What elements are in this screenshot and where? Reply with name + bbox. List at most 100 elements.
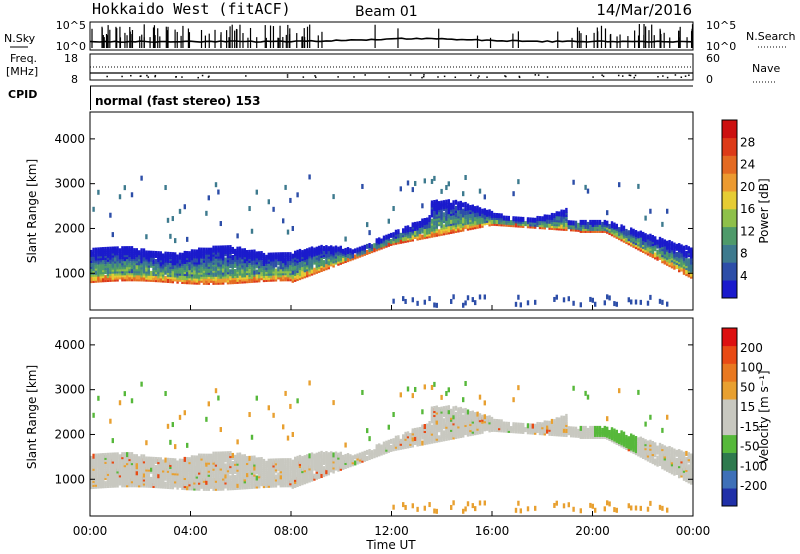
velocity-cell bbox=[171, 422, 174, 428]
power-cell bbox=[152, 250, 155, 256]
velocity-cell bbox=[615, 429, 618, 435]
power-colorbar-tick: 12 bbox=[740, 224, 755, 238]
power-cell bbox=[572, 220, 575, 226]
velocity-cell bbox=[483, 500, 486, 506]
power-cell bbox=[627, 230, 630, 236]
power-cell bbox=[433, 212, 436, 218]
power-cell bbox=[646, 300, 650, 306]
velocity-cell bbox=[399, 392, 402, 398]
power-cell bbox=[519, 302, 522, 308]
power-cell bbox=[462, 216, 465, 222]
power-cell bbox=[169, 278, 172, 284]
power-cell bbox=[486, 209, 489, 215]
velocity-cell bbox=[462, 408, 465, 414]
power-cell bbox=[248, 267, 251, 273]
velocity-cell bbox=[154, 465, 158, 471]
velocity-cell bbox=[248, 473, 251, 479]
power-cell bbox=[661, 221, 664, 227]
nave-point bbox=[388, 76, 390, 78]
power-cell bbox=[466, 209, 470, 215]
power-cell bbox=[344, 236, 347, 242]
power-cell bbox=[649, 294, 652, 300]
power-cell bbox=[354, 254, 357, 260]
velocity-cell bbox=[402, 442, 405, 448]
velocity-cell bbox=[483, 414, 486, 420]
power-cell bbox=[500, 213, 503, 219]
velocity-cell bbox=[334, 451, 338, 457]
power-cell bbox=[654, 252, 657, 258]
velocity-cell bbox=[260, 477, 263, 483]
power-cell bbox=[145, 266, 148, 272]
velocity-cell bbox=[541, 422, 544, 428]
power-cell bbox=[543, 214, 546, 220]
velocity-cell bbox=[282, 480, 285, 486]
velocity-cell bbox=[450, 408, 453, 414]
power-cell bbox=[409, 226, 412, 232]
velocity-cell bbox=[296, 455, 299, 461]
power-cell bbox=[296, 249, 299, 255]
velocity-cell bbox=[483, 400, 486, 406]
power-cell bbox=[464, 174, 467, 180]
power-cell bbox=[171, 258, 174, 264]
velocity-cell bbox=[366, 455, 369, 461]
velocity-cell bbox=[526, 506, 530, 512]
power-cell bbox=[118, 258, 122, 264]
nave-point bbox=[197, 76, 199, 79]
power-cell bbox=[174, 258, 177, 264]
velocity-cell bbox=[620, 430, 623, 436]
velocity-cell bbox=[222, 451, 225, 457]
power-cell bbox=[462, 302, 465, 308]
nave-point bbox=[443, 75, 446, 78]
power-cell bbox=[234, 268, 237, 274]
velocity-cell bbox=[634, 505, 638, 511]
velocity-cell bbox=[637, 443, 640, 449]
power-colorbar-tick: 16 bbox=[740, 202, 755, 216]
power-cell bbox=[138, 250, 141, 256]
power-cell bbox=[130, 192, 134, 198]
power-cell bbox=[250, 228, 254, 234]
power-cell bbox=[222, 263, 225, 269]
velocity-cell bbox=[169, 457, 172, 463]
power-cell bbox=[462, 208, 465, 214]
nave-point bbox=[146, 74, 148, 77]
power-cell bbox=[97, 275, 100, 281]
power-cell bbox=[579, 219, 582, 225]
velocity-cell bbox=[392, 438, 395, 444]
power-cell bbox=[135, 248, 138, 254]
power-cell bbox=[339, 255, 342, 261]
power-cell bbox=[130, 246, 134, 252]
velocity-cell bbox=[130, 398, 134, 404]
velocity-cell bbox=[253, 455, 256, 461]
velocity-cell bbox=[454, 417, 458, 423]
power-cell bbox=[368, 242, 371, 248]
velocity-cell bbox=[572, 426, 575, 432]
range-tick-label: 1000 bbox=[54, 266, 85, 280]
velocity-cell bbox=[608, 501, 611, 507]
freq-unit: [MHz] bbox=[6, 65, 38, 78]
nave-point bbox=[337, 76, 339, 78]
velocity-cell bbox=[274, 474, 278, 480]
power-colorbar-tick: 4 bbox=[740, 269, 748, 283]
velocity-cell bbox=[188, 457, 191, 463]
power-cell bbox=[555, 294, 558, 300]
power-cell bbox=[361, 245, 364, 251]
power-cell bbox=[488, 209, 491, 215]
power-cell bbox=[361, 183, 364, 189]
power-cell bbox=[450, 202, 453, 208]
velocity-cell bbox=[279, 474, 282, 480]
velocity-cell bbox=[102, 453, 105, 459]
power-cell bbox=[178, 258, 182, 264]
power-cell bbox=[649, 208, 652, 214]
velocity-cell bbox=[402, 434, 405, 440]
velocity-cell bbox=[433, 381, 436, 387]
power-cell bbox=[111, 232, 114, 238]
noise-marks bbox=[89, 24, 694, 48]
velocity-cell bbox=[169, 484, 172, 490]
power-cell bbox=[558, 211, 561, 217]
power-cell bbox=[294, 264, 297, 270]
velocity-cell bbox=[253, 469, 256, 475]
velocity-cell bbox=[140, 458, 143, 464]
velocity-cell bbox=[207, 401, 210, 407]
velocity-cell bbox=[195, 463, 198, 469]
